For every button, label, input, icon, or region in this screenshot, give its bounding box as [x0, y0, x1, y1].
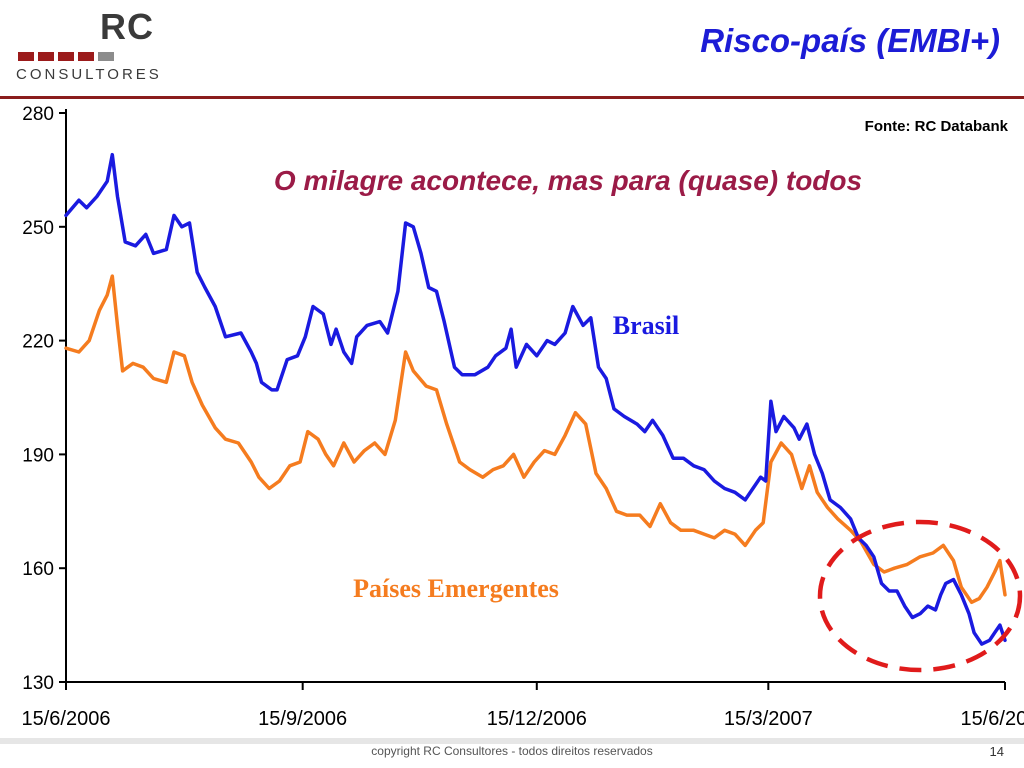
x-tick-label: 15/12/2006 [487, 708, 587, 730]
series-line-brasil [64, 152, 1007, 646]
logo-square [18, 52, 34, 61]
x-tick-label: 15/9/2006 [258, 708, 347, 730]
page-number: 14 [989, 744, 1004, 759]
y-tick-label: 250 [22, 218, 54, 239]
slide-title: Risco-país (EMBI+) [700, 22, 1000, 59]
chart-subtitle: O milagre acontece, mas para (quase) tod… [274, 165, 862, 196]
chart-annotations: Brasil Países Emergentes Fonte: RC Databan… [274, 118, 1023, 673]
logo-subtext: CONSULTORES [16, 66, 162, 83]
series-line-emergentes [64, 274, 1007, 605]
y-tick-label: 190 [22, 445, 54, 466]
y-tick-label: 220 [22, 332, 54, 353]
logo-square [78, 52, 94, 61]
y-tick-label: 280 [22, 104, 54, 125]
x-tick-label: 15/3/2007 [724, 708, 813, 730]
y-tick-label: 160 [22, 559, 54, 580]
logo-text: RC [100, 6, 154, 47]
highlight-circle [817, 519, 1023, 673]
series-label-emergentes: Países Emergentes [353, 574, 559, 603]
chart-series [64, 152, 1007, 646]
chart-source: Fonte: RC Databank [865, 118, 1009, 135]
x-tick-label: 15/6/2007 [961, 708, 1024, 730]
chart-axes: 130 160 190 220 250 280 15/6/2006 15/9/2006 15/1… [22, 104, 1024, 730]
footer-bar [0, 738, 1024, 744]
logo-square [98, 52, 114, 61]
copyright-text: copyright RC Consultores - todos direito… [371, 744, 653, 758]
y-tick-label: 130 [22, 673, 54, 694]
header-divider [0, 96, 1024, 99]
embi-line-chart: 130 160 190 220 250 280 15/6/2006 15/9/2006 15/1… [22, 104, 1024, 730]
logo-squares [18, 52, 114, 61]
x-tick-label: 15/6/2006 [22, 708, 111, 730]
logo-square [58, 52, 74, 61]
logo-square [38, 52, 54, 61]
series-label-brasil: Brasil [613, 311, 679, 340]
